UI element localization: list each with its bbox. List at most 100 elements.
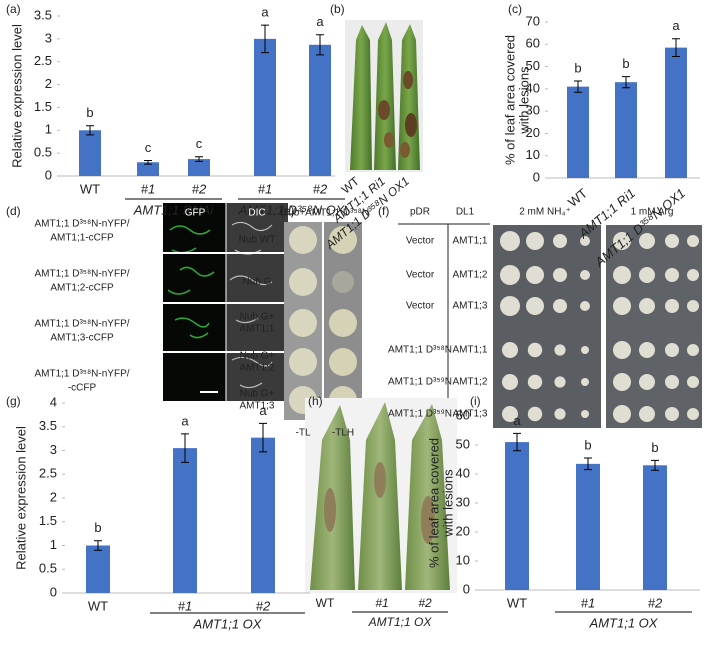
- y-axis-label: % of leaf area covered: [426, 438, 441, 568]
- x-tick-label: #1: [141, 181, 155, 196]
- significance-letter: b: [622, 56, 629, 71]
- colony: [554, 408, 566, 420]
- y-tick-label: 2.5: [39, 466, 57, 481]
- colony: [581, 346, 589, 354]
- y-tick-label: 40: [526, 80, 540, 95]
- row-label: AMT1;1 D³⁵⁹N: [388, 409, 452, 420]
- header: 2 mM NH₄⁺: [519, 207, 571, 218]
- error-bar: [261, 24, 269, 54]
- bar: [86, 545, 110, 593]
- panel-label: (c): [508, 2, 522, 16]
- colony: [665, 407, 679, 421]
- panel-label: (h): [308, 394, 323, 408]
- row-label: Nub G: [243, 277, 272, 288]
- plates: [398, 223, 702, 428]
- error-bar: [195, 156, 203, 162]
- panel-label: (b): [330, 2, 345, 16]
- x-tick-label: WT: [88, 598, 108, 613]
- error-bar: [181, 433, 189, 463]
- bar: [137, 162, 159, 176]
- significance-letter: a: [672, 18, 680, 33]
- colony: [613, 297, 631, 315]
- significance-letter: b: [94, 520, 101, 535]
- colony: [665, 375, 679, 389]
- colony: [580, 270, 590, 280]
- group-label: AMT1;1 OX: [368, 615, 433, 629]
- colony: [554, 344, 566, 356]
- row-label: AMT1;3: [452, 409, 487, 420]
- panel-label: (e): [280, 204, 295, 218]
- leaf-label: #2: [418, 596, 432, 610]
- colony: [613, 232, 631, 250]
- colony: [526, 266, 544, 284]
- panel-label: (i): [470, 394, 481, 408]
- y-axis-label: Relative expression level: [13, 426, 28, 570]
- bar: [173, 448, 197, 593]
- group-label: AMT1;1 D³⁵⁸N OX: [238, 202, 346, 217]
- colony: [581, 410, 589, 418]
- group-label: AMT1;1 OX: [193, 616, 263, 631]
- row-label: AMT1;3: [239, 401, 274, 412]
- microscopy-panel: [163, 203, 288, 401]
- colony: [639, 406, 655, 422]
- colony: [502, 342, 518, 358]
- colony: [687, 300, 699, 312]
- error-bar: [513, 432, 521, 452]
- bar: [254, 38, 276, 176]
- colony: [553, 299, 567, 313]
- y-tick-label: 60: [526, 36, 540, 51]
- column-label: DIC: [248, 208, 265, 219]
- header: DL1: [456, 207, 475, 218]
- colony: [502, 374, 518, 390]
- significance-letter: c: [196, 136, 203, 151]
- y-tick-label: 1: [50, 537, 57, 552]
- error-bar: [651, 459, 659, 471]
- row-label: AMT1;1 D³⁵⁸N-nYFP/: [34, 319, 129, 330]
- y-tick-label: 1.5: [34, 99, 52, 114]
- colony: [687, 376, 699, 388]
- significance-letter: b: [574, 60, 581, 75]
- bar: [79, 130, 101, 176]
- row-label: AMT1;2: [452, 270, 487, 281]
- significance-letter: a: [316, 14, 324, 29]
- row-label: Nub G+: [240, 312, 275, 323]
- row-label: AMT1;1 D³⁵⁸N-nYFP/: [34, 219, 129, 230]
- row-label: AMT1;1-cCFP: [50, 233, 114, 244]
- y-tick-label: 3.5: [39, 418, 57, 433]
- y-tick-label: 20: [456, 523, 470, 538]
- panel-title: Cub+AMT1;1 D³⁵⁸N: [281, 208, 369, 219]
- colony: [553, 268, 567, 282]
- colony: [639, 374, 655, 390]
- y-tick-label: 0: [50, 584, 57, 599]
- row-label: AMT1;2-cCFP: [50, 283, 114, 294]
- bar: [643, 465, 667, 590]
- y-tick-label: 30: [526, 103, 540, 118]
- error-bar: [574, 80, 582, 93]
- x-tick-label: #2: [648, 595, 663, 610]
- y-axis-label: % of leaf area covered: [502, 35, 517, 165]
- row-label: AMT1;2: [452, 377, 487, 388]
- colony: [639, 233, 655, 249]
- y-tick-label: 10: [526, 147, 540, 162]
- colony: [580, 236, 590, 246]
- row-label: AMT1;1: [452, 345, 487, 356]
- error-bar: [622, 76, 630, 89]
- colony: [665, 234, 679, 248]
- y-tick-label: 70: [526, 13, 540, 28]
- leaf-photo: [345, 20, 423, 172]
- significance-letter: b: [651, 440, 658, 455]
- y-tick-label: 0: [533, 169, 540, 184]
- column-label: -TLH: [332, 428, 354, 439]
- column-label: GFP: [185, 208, 206, 219]
- colony: [687, 408, 699, 420]
- x-tick-label: #2: [192, 181, 207, 196]
- row-label: AMT1;3: [452, 301, 487, 312]
- row-label: Vector: [406, 236, 435, 247]
- column-label: -TL: [296, 428, 311, 439]
- panel-label: (f): [378, 204, 389, 218]
- group-label: AMT1;1 RNAi: [133, 202, 215, 217]
- row-label: AMT1;1: [239, 324, 274, 335]
- colony: [500, 231, 520, 251]
- row-label: AMT1;2: [239, 363, 274, 374]
